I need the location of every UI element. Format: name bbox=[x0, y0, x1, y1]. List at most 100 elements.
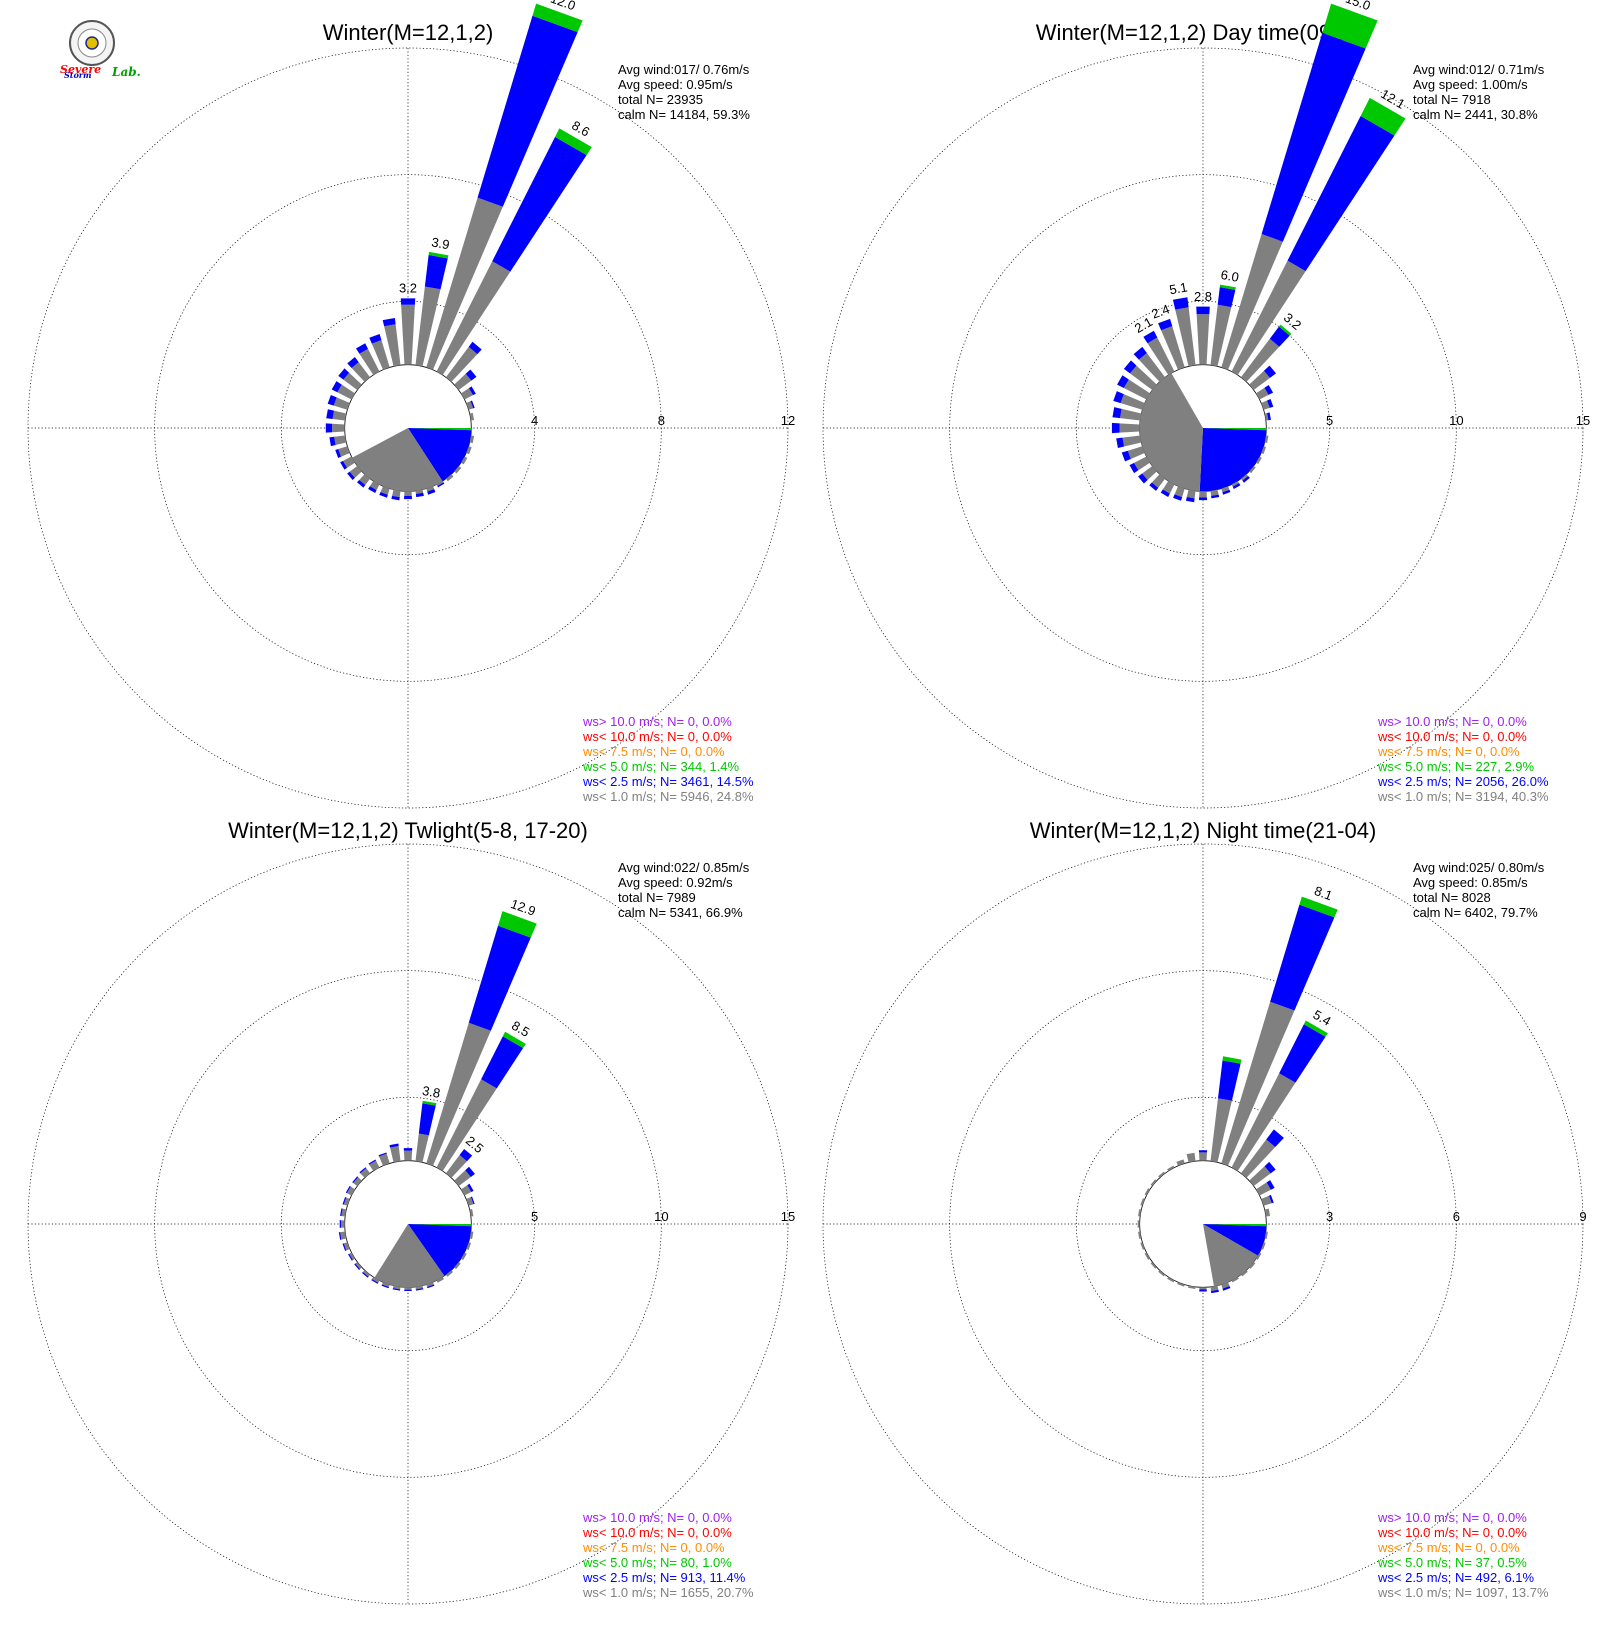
windrose-bar-segment bbox=[415, 1133, 429, 1163]
peak-label: 3.8 bbox=[421, 1083, 441, 1101]
windrose-bar-segment bbox=[555, 128, 592, 156]
windrose-bar-segment bbox=[371, 340, 390, 370]
windrose-bar-segment bbox=[1210, 304, 1232, 367]
windrose-bar-segment bbox=[338, 446, 350, 457]
stats-line4: calm N= 6402, 79.7% bbox=[1413, 905, 1538, 920]
windrose-bar-segment bbox=[1147, 337, 1175, 376]
windrose-bar-segment bbox=[454, 465, 462, 474]
windrose-bar-segment bbox=[1210, 1098, 1232, 1163]
windrose-bar-segment bbox=[1162, 480, 1175, 494]
panel-title: Winter(M=12,1,2) Twlight(5-8, 17-20) bbox=[228, 818, 588, 843]
windrose-bar-segment bbox=[1240, 338, 1280, 382]
windrose-bar-segment bbox=[1278, 324, 1292, 336]
windrose-bar-segment bbox=[427, 1284, 435, 1289]
windrose-bar-segment bbox=[418, 1103, 436, 1136]
windrose-bar-segment bbox=[1322, 3, 1378, 49]
legend-entry: ws< 1.0 m/s; N= 1097, 13.7% bbox=[1377, 1585, 1549, 1600]
windrose-bar-segment bbox=[1266, 1129, 1284, 1148]
windrose-bar-segment bbox=[327, 394, 337, 406]
windrose-bar-segment bbox=[1232, 483, 1241, 490]
windrose-bar-segment bbox=[469, 1208, 474, 1217]
windrose-bar-segment bbox=[470, 1196, 475, 1205]
windrose-bar-segment bbox=[1158, 1270, 1166, 1277]
windrose-bar-segment bbox=[1255, 456, 1262, 465]
calm-sector bbox=[1203, 1224, 1258, 1287]
windrose-bar-segment bbox=[349, 465, 362, 478]
windrose-bar-segment bbox=[362, 1272, 369, 1278]
windrose-bar-segment bbox=[342, 1197, 347, 1205]
windrose-bar-segment bbox=[1264, 384, 1274, 395]
windrose-bar-segment bbox=[331, 381, 342, 393]
windrose-bar-segment bbox=[392, 1288, 401, 1291]
windrose-bar-segment bbox=[333, 397, 350, 410]
windrose-bar-segment bbox=[1138, 1209, 1142, 1217]
legend-entry: ws< 5.0 m/s; N= 37, 0.5% bbox=[1377, 1555, 1527, 1570]
stats-line2: Avg speed: 1.00m/s bbox=[1413, 77, 1528, 92]
windrose-bar-segment bbox=[359, 474, 371, 486]
windrose-bar-segment bbox=[1266, 1180, 1275, 1190]
windrose-bar-segment bbox=[1303, 1020, 1328, 1037]
stats-line2: Avg speed: 0.85m/s bbox=[1413, 875, 1528, 890]
legend-entry: ws< 2.5 m/s; N= 3461, 14.5% bbox=[582, 774, 754, 789]
ring-label: 10 bbox=[1449, 413, 1463, 428]
windrose-bar-segment bbox=[1264, 435, 1269, 444]
ring-label: 12 bbox=[781, 413, 795, 428]
windrose-bar-segment bbox=[347, 357, 359, 368]
legend-entry: ws< 7.5 m/s; N= 0, 0.0% bbox=[1377, 744, 1520, 759]
windrose-bar-segment bbox=[1198, 497, 1208, 501]
stats-line1: Avg wind:025/ 0.80m/s bbox=[1413, 860, 1545, 875]
windrose-bar-segment bbox=[1161, 326, 1185, 370]
windrose-bar-segment bbox=[351, 362, 371, 382]
windrose-bar-segment bbox=[1261, 1242, 1266, 1250]
ring-label: 6 bbox=[1453, 1209, 1460, 1224]
windrose-bar-segment bbox=[1116, 437, 1125, 448]
windrose-bar-segment bbox=[1264, 1161, 1276, 1174]
windrose-bar-segment bbox=[1129, 462, 1139, 474]
windrose-bar-segment bbox=[378, 1152, 387, 1157]
windrose-bar-segment bbox=[369, 334, 382, 344]
windrose-bar-segment bbox=[1261, 446, 1267, 454]
legend-entry: ws< 10.0 m/s; N= 0, 0.0% bbox=[582, 729, 732, 744]
windrose-bar-segment bbox=[1222, 1056, 1242, 1064]
windrose-bar-segment bbox=[1263, 365, 1277, 378]
stats-line3: total N= 7989 bbox=[618, 890, 696, 905]
windrose-bar-segment bbox=[371, 1279, 379, 1284]
ring-label: 15 bbox=[1576, 413, 1590, 428]
legend-entry: ws< 1.0 m/s; N= 5946, 24.8% bbox=[582, 789, 754, 804]
legend-entry: ws< 10.0 m/s; N= 0, 0.0% bbox=[1377, 729, 1527, 744]
windrose-bar-segment bbox=[1133, 346, 1147, 360]
windrose-bar-segment bbox=[404, 1287, 412, 1290]
windrose-bar-segment bbox=[1137, 1220, 1140, 1228]
windrose-bar-segment bbox=[466, 401, 474, 410]
windrose-bar-segment bbox=[1210, 489, 1219, 496]
windrose-bar-segment bbox=[445, 1155, 467, 1178]
windrose-bar-segment bbox=[415, 1285, 424, 1290]
windrose-bar-segment bbox=[1222, 489, 1231, 495]
windrose-bar-segment bbox=[1158, 1171, 1166, 1178]
windrose-bar-segment bbox=[1140, 1198, 1145, 1206]
windrose-bar-segment bbox=[1172, 297, 1189, 310]
windrose-bar-segment bbox=[340, 1220, 345, 1228]
windrose-bar-segment bbox=[392, 1285, 401, 1290]
windrose-bar-segment bbox=[415, 489, 424, 495]
windrose-panel: Winter(M=12,1,2) Night time(21-04) 3 6 9 8.1… bbox=[822, 818, 1587, 1605]
windrose-bar-segment bbox=[353, 1177, 362, 1187]
windrose-bar-segment bbox=[460, 1252, 467, 1261]
windrose-bar-segment bbox=[357, 479, 366, 488]
windrose-bar-segment bbox=[1119, 408, 1142, 421]
legend-entry: ws< 2.5 m/s; N= 913, 11.4% bbox=[582, 1570, 746, 1585]
windrose-bar-segment bbox=[1264, 1231, 1268, 1239]
windrose-bar-segment bbox=[424, 255, 448, 290]
windrose-bar-segment bbox=[469, 1231, 474, 1240]
windrose-bar-segment bbox=[470, 400, 475, 409]
peak-label: 5.1 bbox=[1168, 279, 1188, 297]
windrose-bar-segment bbox=[1279, 1024, 1326, 1083]
windrose-bar-segment bbox=[1150, 1179, 1157, 1187]
windrose-bar-segment bbox=[340, 1208, 343, 1217]
logo-text-lab: Lab. bbox=[111, 65, 141, 79]
calm-sector bbox=[408, 428, 472, 431]
windrose-bar-segment bbox=[1138, 1231, 1142, 1239]
ring-label: 8 bbox=[658, 413, 665, 428]
windrose-bar-segment bbox=[340, 460, 348, 470]
windrose-bar-segment bbox=[335, 449, 342, 458]
